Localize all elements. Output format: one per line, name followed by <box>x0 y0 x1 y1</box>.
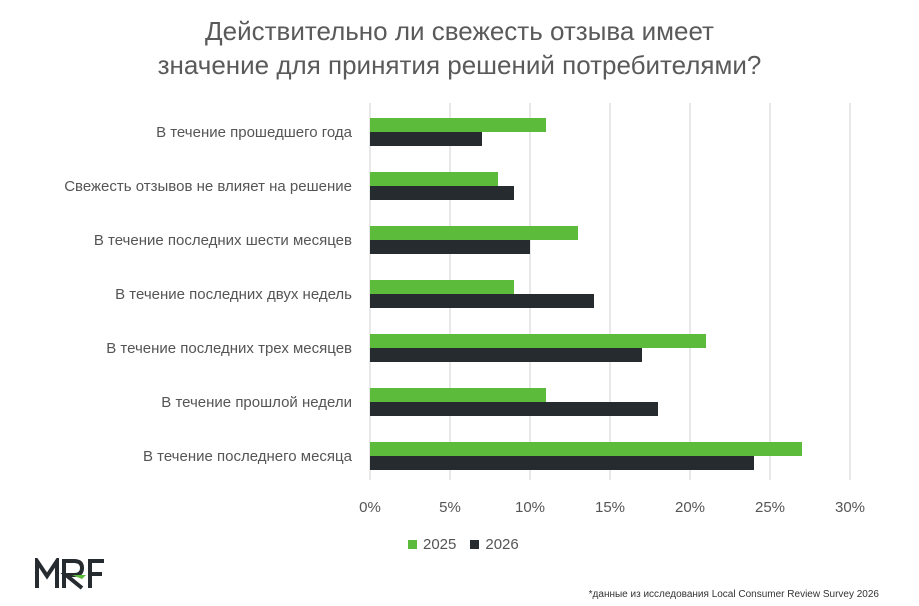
category-label-0: В течение прошедшего года <box>156 124 353 141</box>
legend-item-2025: 2025 <box>408 536 456 553</box>
x-tick-label-5: 5% <box>439 499 461 516</box>
bars <box>370 118 802 470</box>
bar-chart: В течение прошедшего года Свежесть отзыво… <box>64 103 865 516</box>
category-label-1: Свежесть отзывов не влияет на решение <box>64 178 352 195</box>
category-label-4: В течение последних трех месяцев <box>106 340 352 357</box>
category-label-5: В течение прошлой недели <box>161 394 352 411</box>
category-labels: В течение прошедшего года Свежесть отзыво… <box>64 124 352 465</box>
bar-2026-0 <box>370 132 482 146</box>
chart-title-line-2: значение для принятия решений потребител… <box>157 50 762 80</box>
x-tick-label-0: 0% <box>359 499 381 516</box>
bar-2026-3 <box>370 294 594 308</box>
category-label-6: В течение последнего месяца <box>143 448 353 465</box>
legend-label-2025: 2025 <box>423 536 457 553</box>
x-axis-tick-labels: 0% 5% 10% 15% 20% 25% 30% <box>359 499 865 516</box>
legend-item-2026: 2026 <box>470 536 519 553</box>
x-tick-label-20: 20% <box>675 499 705 516</box>
bar-2025-3 <box>370 280 514 294</box>
bar-2026-1 <box>370 186 514 200</box>
legend-swatch-2026 <box>470 540 480 549</box>
legend-swatch-2025 <box>408 540 417 549</box>
bar-2026-2 <box>370 240 530 254</box>
bar-2025-5 <box>370 388 546 402</box>
x-tick-label-15: 15% <box>595 499 625 516</box>
bar-2025-2 <box>370 226 578 240</box>
legend-label-2026: 2026 <box>485 536 519 553</box>
bar-2026-6 <box>370 456 754 470</box>
chart-title-line-1: Действительно ли свежесть отзыва имеет <box>205 16 714 46</box>
category-label-2: В течение последних шести месяцев <box>94 232 352 249</box>
footnote: *данные из исследования Local Consumer R… <box>588 589 879 600</box>
legend: 2025 2026 <box>408 536 519 553</box>
x-tick-label-25: 25% <box>755 499 785 516</box>
chart-title: Действительно ли свежесть отзыва имеет з… <box>0 14 919 82</box>
bar-2025-6 <box>370 442 802 456</box>
bar-2026-4 <box>370 348 642 362</box>
category-label-3: В течение последних двух недель <box>115 286 352 303</box>
bar-2025-0 <box>370 118 546 132</box>
bar-2025-4 <box>370 334 706 348</box>
bar-2026-5 <box>370 402 658 416</box>
bar-2025-1 <box>370 172 498 186</box>
x-tick-label-10: 10% <box>515 499 545 516</box>
x-tick-label-30: 30% <box>835 499 865 516</box>
mrf-logo <box>35 558 104 590</box>
grid-lines <box>369 103 851 480</box>
